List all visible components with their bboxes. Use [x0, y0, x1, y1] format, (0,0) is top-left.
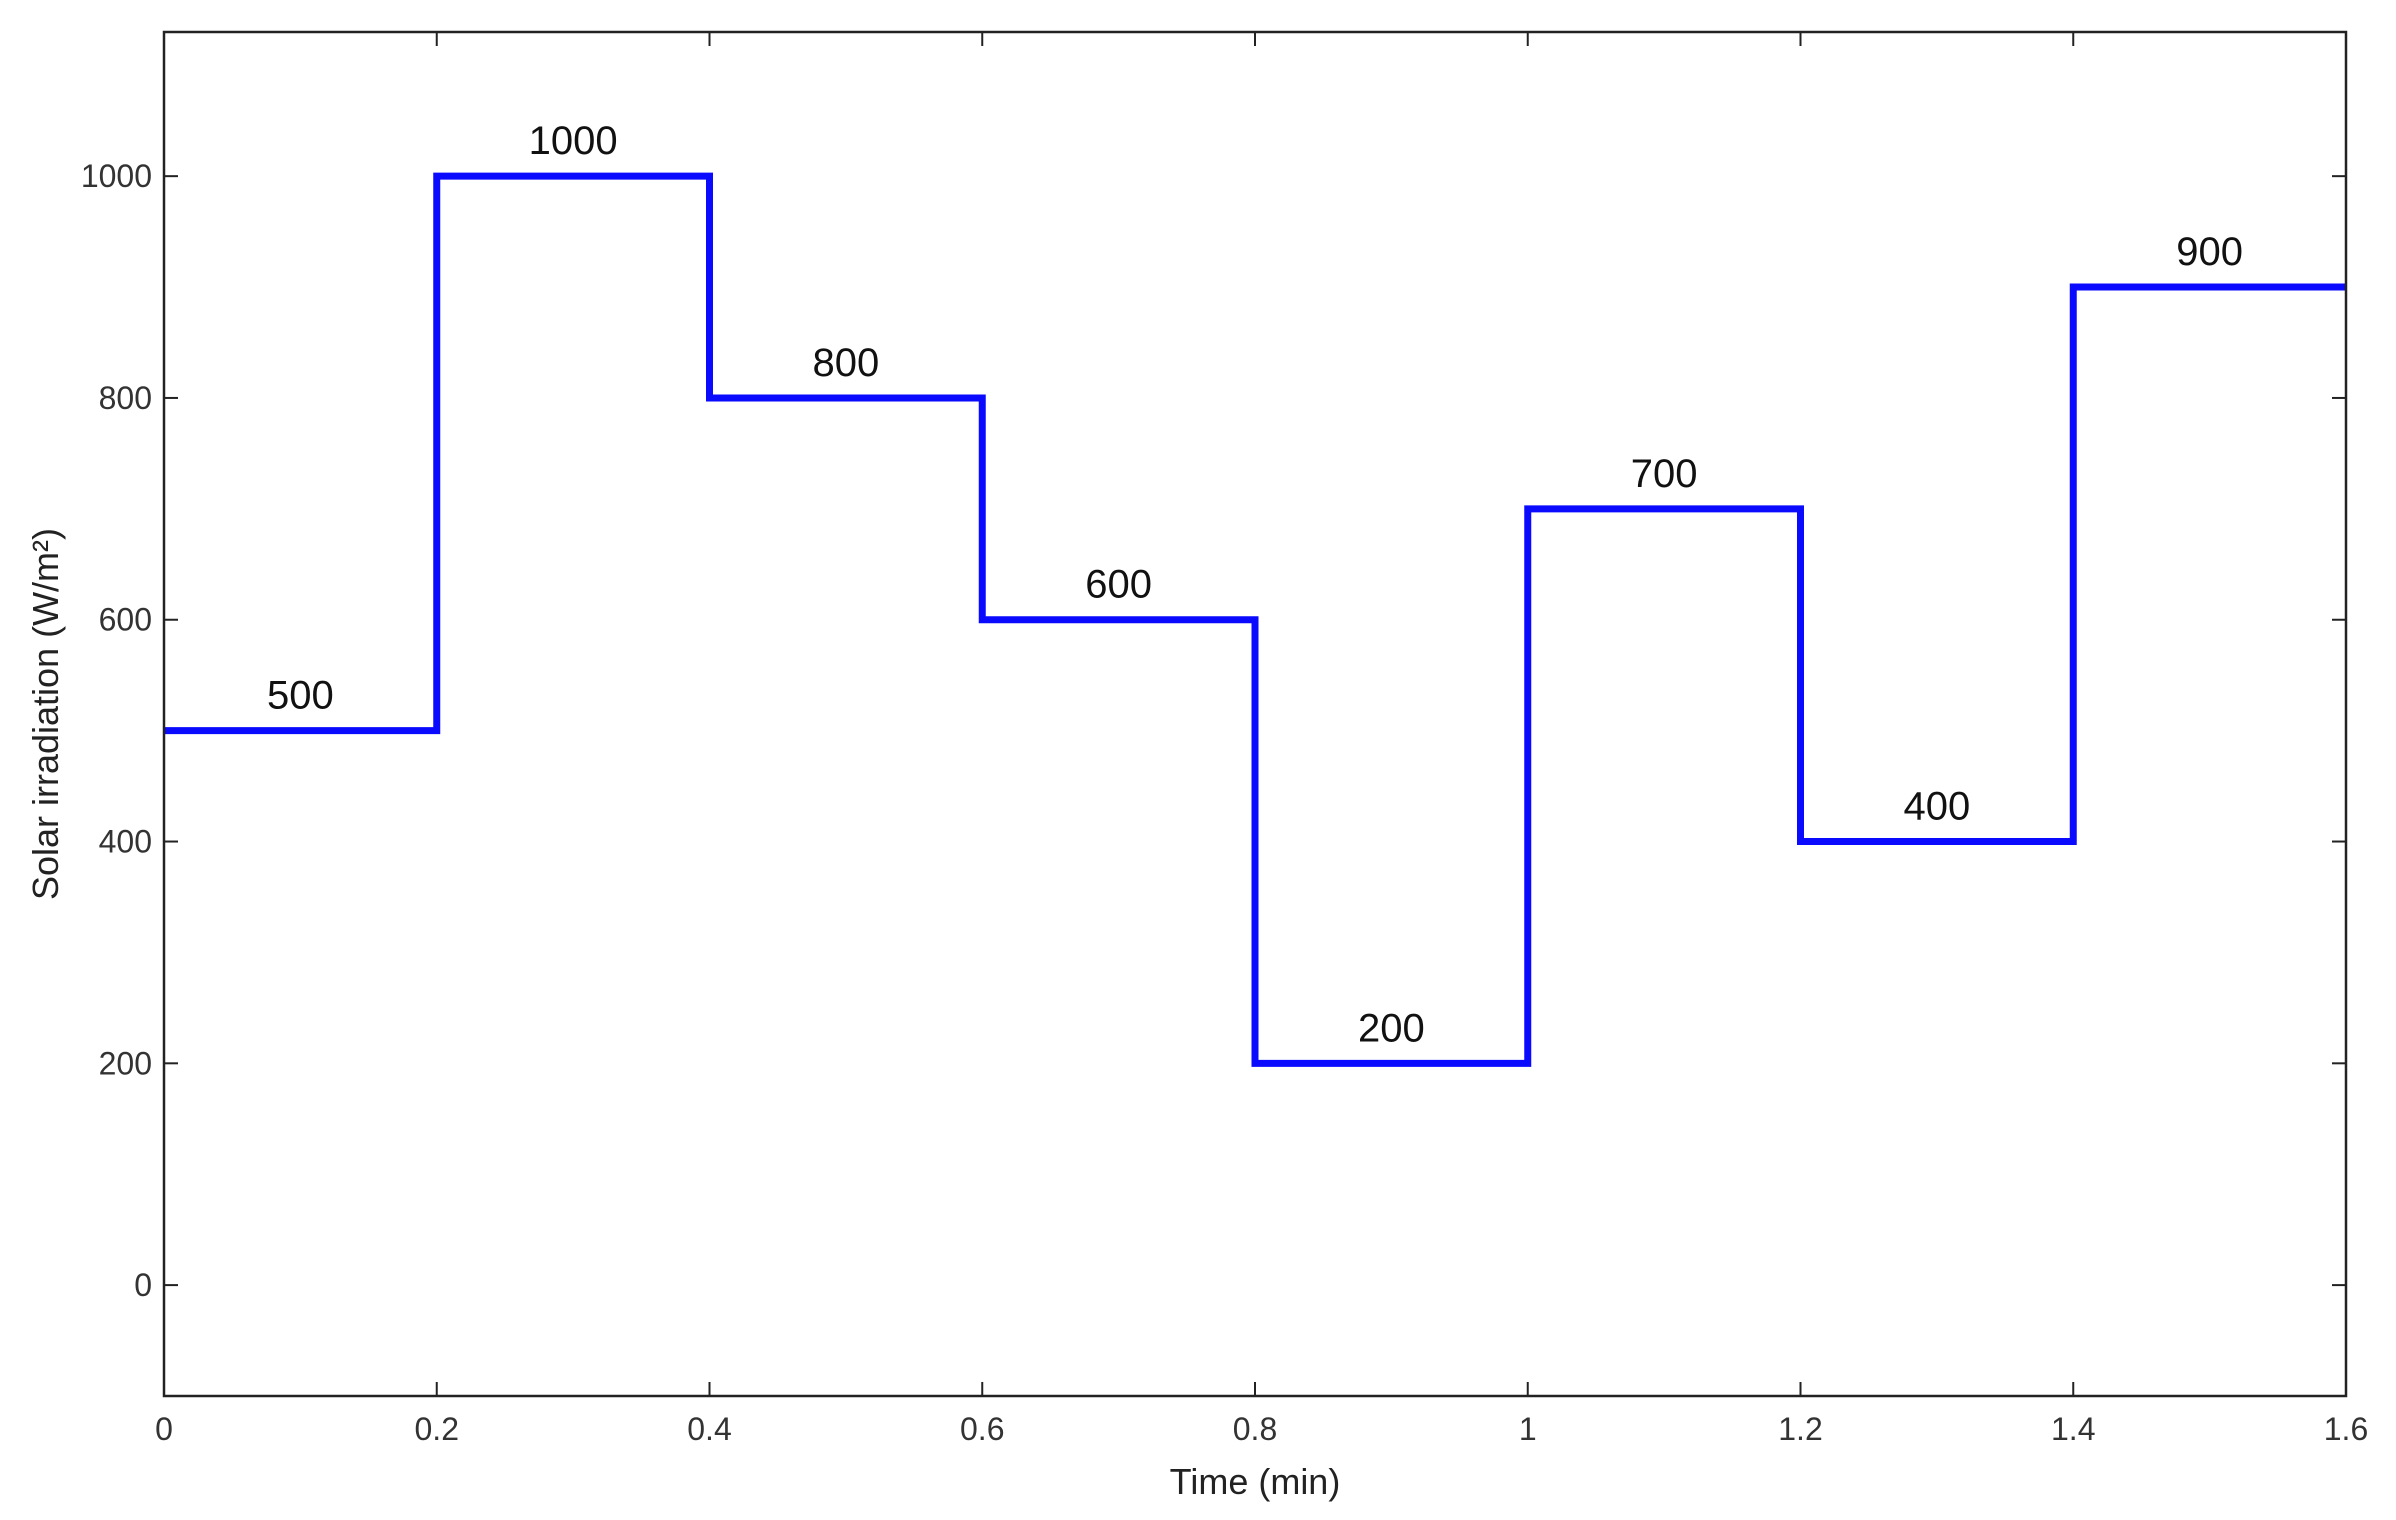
- data-label: 200: [1358, 1006, 1425, 1050]
- x-tick-label: 1: [1519, 1411, 1537, 1447]
- y-tick-label: 200: [99, 1045, 152, 1081]
- plot-frame: [162, 30, 2348, 1398]
- series-layer: [164, 172, 2346, 1067]
- data-label: 400: [1904, 785, 1971, 829]
- data-label: 700: [1631, 452, 1698, 496]
- data-label: 1000: [529, 119, 618, 163]
- x-tick-label: 0: [155, 1411, 173, 1447]
- ticks-layer: 0 0.2 0.4 0.6 0.8 1 1.2 1.4 1.6 0 200 400 600 800 1000: [81, 32, 2368, 1447]
- x-tick-label: 0.6: [960, 1411, 1004, 1447]
- y-axis-label: Solar irradiation (W/m²): [25, 528, 66, 900]
- y-tick-label: 400: [99, 824, 152, 860]
- y-tick-label: 800: [99, 380, 152, 416]
- x-tick-label: 1.6: [2324, 1411, 2368, 1447]
- series-line: [164, 172, 2346, 1067]
- x-tick-label: 1.4: [2051, 1411, 2095, 1447]
- x-tick-label: 1.2: [1778, 1411, 1822, 1447]
- data-label: 600: [1085, 563, 1152, 607]
- y-tick-label: 1000: [81, 158, 152, 194]
- x-axis-label: Time (min): [1170, 1461, 1341, 1502]
- y-tick-label: 600: [99, 602, 152, 638]
- data-label: 800: [813, 341, 880, 385]
- x-tick-label: 0.8: [1233, 1411, 1277, 1447]
- data-label: 500: [267, 674, 334, 718]
- data-label: 900: [2176, 230, 2243, 274]
- x-tick-label: 0.4: [687, 1411, 731, 1447]
- x-tick-label: 0.2: [415, 1411, 459, 1447]
- annotation-layer: 500 1000 800 600 200 700 400 900: [267, 119, 2243, 1050]
- y-tick-label: 0: [134, 1267, 152, 1303]
